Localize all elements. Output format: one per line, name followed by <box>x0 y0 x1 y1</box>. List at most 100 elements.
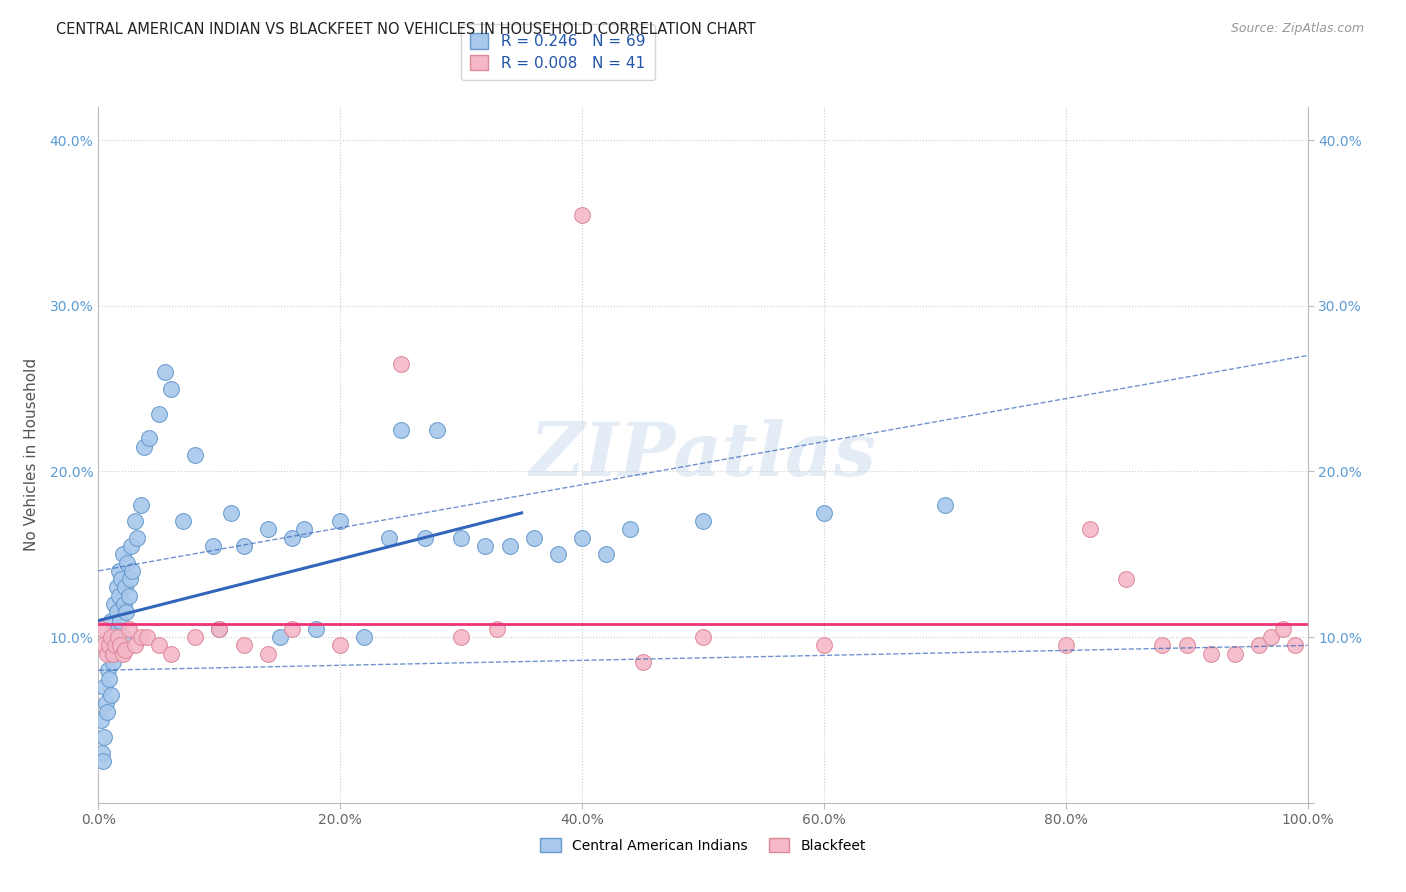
Point <box>93 730 115 744</box>
Point <box>498 539 520 553</box>
Point <box>523 531 546 545</box>
Point <box>221 506 243 520</box>
Point <box>160 647 183 661</box>
Point <box>91 746 114 760</box>
Text: ZIPatlas: ZIPatlas <box>530 418 876 491</box>
Point <box>107 622 129 636</box>
Point <box>329 514 352 528</box>
Legend: Central American Indians, Blackfeet: Central American Indians, Blackfeet <box>534 832 872 858</box>
Point <box>389 357 412 371</box>
Point <box>256 523 278 537</box>
Point <box>93 639 115 653</box>
Point <box>101 655 124 669</box>
Point <box>127 531 149 545</box>
Point <box>1284 639 1306 653</box>
Point <box>1175 639 1198 653</box>
Point <box>91 622 114 636</box>
Point <box>1152 639 1174 653</box>
Point <box>96 705 118 719</box>
Point <box>114 643 136 657</box>
Point <box>120 539 142 553</box>
Point <box>107 630 129 644</box>
Point <box>1199 647 1222 661</box>
Point <box>118 572 141 586</box>
Point <box>281 622 304 636</box>
Point <box>100 688 122 702</box>
Point <box>1272 622 1295 636</box>
Point <box>1249 639 1271 653</box>
Point <box>124 514 146 528</box>
Point <box>103 597 125 611</box>
Point <box>934 498 956 512</box>
Point <box>486 622 509 636</box>
Point <box>450 531 472 545</box>
Point <box>117 556 139 570</box>
Point <box>118 589 141 603</box>
Point <box>450 630 472 644</box>
Point <box>105 581 128 595</box>
Point <box>208 622 231 636</box>
Point <box>353 630 375 644</box>
Point <box>129 630 152 644</box>
Point <box>184 630 207 644</box>
Point <box>305 622 328 636</box>
Point <box>595 547 617 561</box>
Point <box>104 639 127 653</box>
Point <box>115 605 138 619</box>
Point <box>148 407 170 421</box>
Point <box>90 713 112 727</box>
Point <box>813 506 835 520</box>
Point <box>1115 572 1137 586</box>
Point <box>97 663 120 677</box>
Point <box>571 531 593 545</box>
Point <box>111 647 134 661</box>
Point <box>118 622 141 636</box>
Point <box>93 680 115 694</box>
Point <box>184 448 207 462</box>
Point <box>232 639 254 653</box>
Point <box>329 639 352 653</box>
Point <box>202 539 225 553</box>
Point <box>101 647 124 661</box>
Point <box>96 647 118 661</box>
Point <box>108 639 131 653</box>
Point <box>94 697 117 711</box>
Point <box>813 639 835 653</box>
Point <box>547 547 569 561</box>
Point <box>172 514 194 528</box>
Point <box>114 581 136 595</box>
Text: CENTRAL AMERICAN INDIAN VS BLACKFEET NO VEHICLES IN HOUSEHOLD CORRELATION CHART: CENTRAL AMERICAN INDIAN VS BLACKFEET NO … <box>56 22 756 37</box>
Point <box>571 208 593 222</box>
Point <box>256 647 278 661</box>
Point <box>692 514 714 528</box>
Point <box>148 639 170 653</box>
Point <box>292 523 315 537</box>
Point <box>389 423 412 437</box>
Point <box>111 630 134 644</box>
Point <box>377 531 399 545</box>
Point <box>269 630 291 644</box>
Point <box>121 564 143 578</box>
Point <box>108 589 131 603</box>
Point <box>281 531 304 545</box>
Y-axis label: No Vehicles in Household: No Vehicles in Household <box>24 359 38 551</box>
Point <box>98 672 121 686</box>
Point <box>98 639 121 653</box>
Point <box>619 523 641 537</box>
Point <box>208 622 231 636</box>
Point <box>105 605 128 619</box>
Point <box>474 539 496 553</box>
Point <box>1054 639 1077 653</box>
Point <box>135 630 157 644</box>
Point <box>104 639 127 653</box>
Point <box>134 440 156 454</box>
Point <box>160 382 183 396</box>
Point <box>100 630 122 644</box>
Point <box>1260 630 1282 644</box>
Point <box>108 564 131 578</box>
Point <box>631 655 654 669</box>
Point <box>138 431 160 445</box>
Point <box>1223 647 1246 661</box>
Point <box>110 572 132 586</box>
Point <box>108 614 131 628</box>
